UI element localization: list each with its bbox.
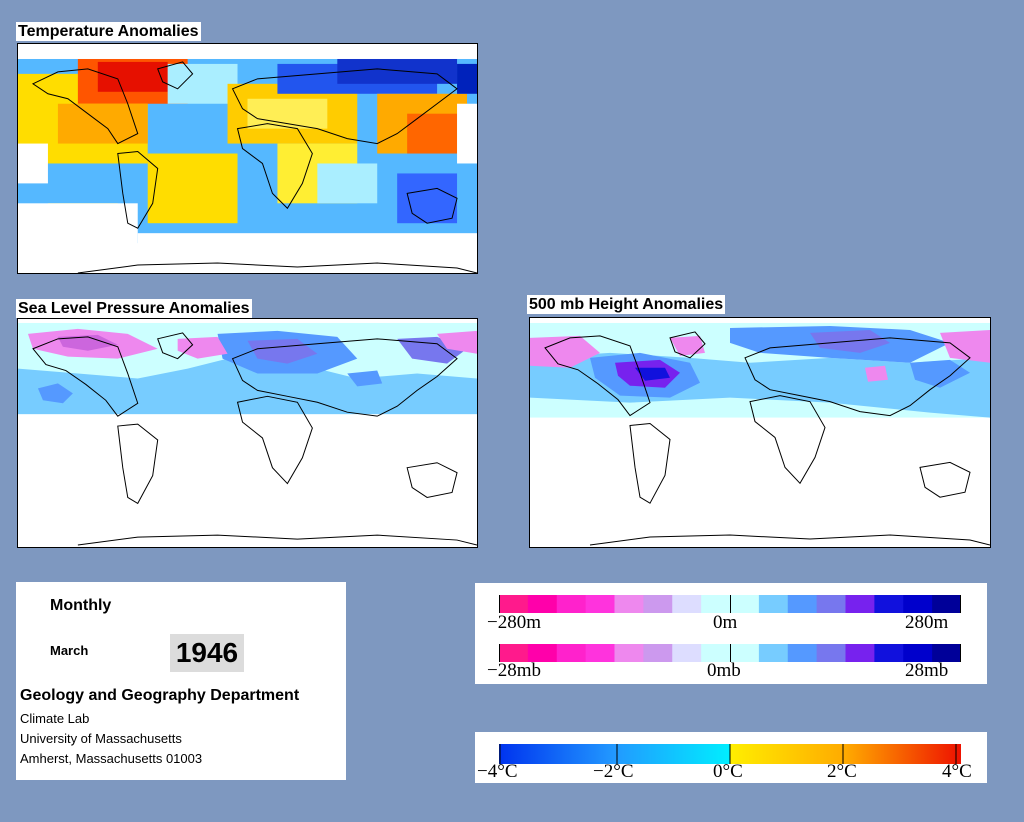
temperature-anomaly-map [17,43,478,274]
legend-swatch [787,644,818,662]
legend-swatch [816,644,847,662]
legend-swatch [643,595,673,613]
legend-swatch [903,595,933,613]
legend-swatch [499,595,529,613]
legend-swatch [527,644,558,662]
month-label: March [50,643,89,658]
department-name: Geology and Geography Department [20,687,300,704]
legend-swatch [903,644,933,662]
temp-label-minus2: −2°C [593,761,634,782]
legend-swatch [585,595,616,613]
temp-label-0: 0°C [713,761,743,782]
legend-swatch [672,595,702,613]
year-display: 1946 [170,634,244,672]
temp-label-minus4: −4°C [477,761,518,782]
legend-swatch [730,644,760,662]
height-mid-label: 0m [713,612,738,633]
temperature-color-legend: −4°C −2°C 0°C 2°C 4°C [475,732,987,783]
legend-swatch [845,644,875,662]
legend-swatch [499,644,529,662]
pressure-max-label: 28mb [905,660,949,681]
info-panel: Monthly March 1946 Geology and Geography… [16,582,346,780]
legend-swatch [701,644,731,662]
legend-swatch [787,595,818,613]
temp-label-4: 4°C [942,761,972,782]
height-color-bar [499,595,961,613]
height-min-label: −280m [487,612,541,633]
legend-swatch [816,595,847,613]
legend-swatch [672,644,702,662]
legend-swatch [874,595,904,613]
legend-swatch [701,595,731,613]
height-max-label: 280m [905,612,949,633]
anomaly-color-legend: −280m 0m 280m −28mb 0mb 28mb [475,583,987,684]
period-mode: Monthly [50,597,112,614]
height-panel-title: 500 mb Height Anomalies [527,295,726,314]
temperature-color-bar [499,744,961,764]
legend-swatch [585,644,616,662]
pressure-color-bar [499,644,961,662]
legend-swatch [527,595,558,613]
slp-panel-title: Sea Level Pressure Anomalies [16,299,252,318]
500mb-height-anomaly-map [529,317,991,548]
legend-swatch [874,644,904,662]
legend-swatch [730,595,760,613]
sea-level-pressure-anomaly-map [17,318,478,548]
legend-swatch [614,595,644,613]
university-name: University of Massachusetts [20,731,182,746]
legend-swatch [845,595,875,613]
legend-swatch [932,595,961,613]
temperature-panel-title: Temperature Anomalies [16,22,201,41]
legend-swatch [932,644,961,662]
lab-name: Climate Lab [20,711,90,726]
legend-swatch [758,595,789,613]
legend-swatch [614,644,644,662]
legend-swatch [556,595,587,613]
legend-swatch [643,644,673,662]
pressure-mid-label: 0mb [707,660,741,681]
temp-label-2: 2°C [827,761,857,782]
legend-swatch [556,644,587,662]
pressure-min-label: −28mb [487,660,541,681]
address-line: Amherst, Massachusetts 01003 [20,751,203,766]
legend-swatch [758,644,789,662]
